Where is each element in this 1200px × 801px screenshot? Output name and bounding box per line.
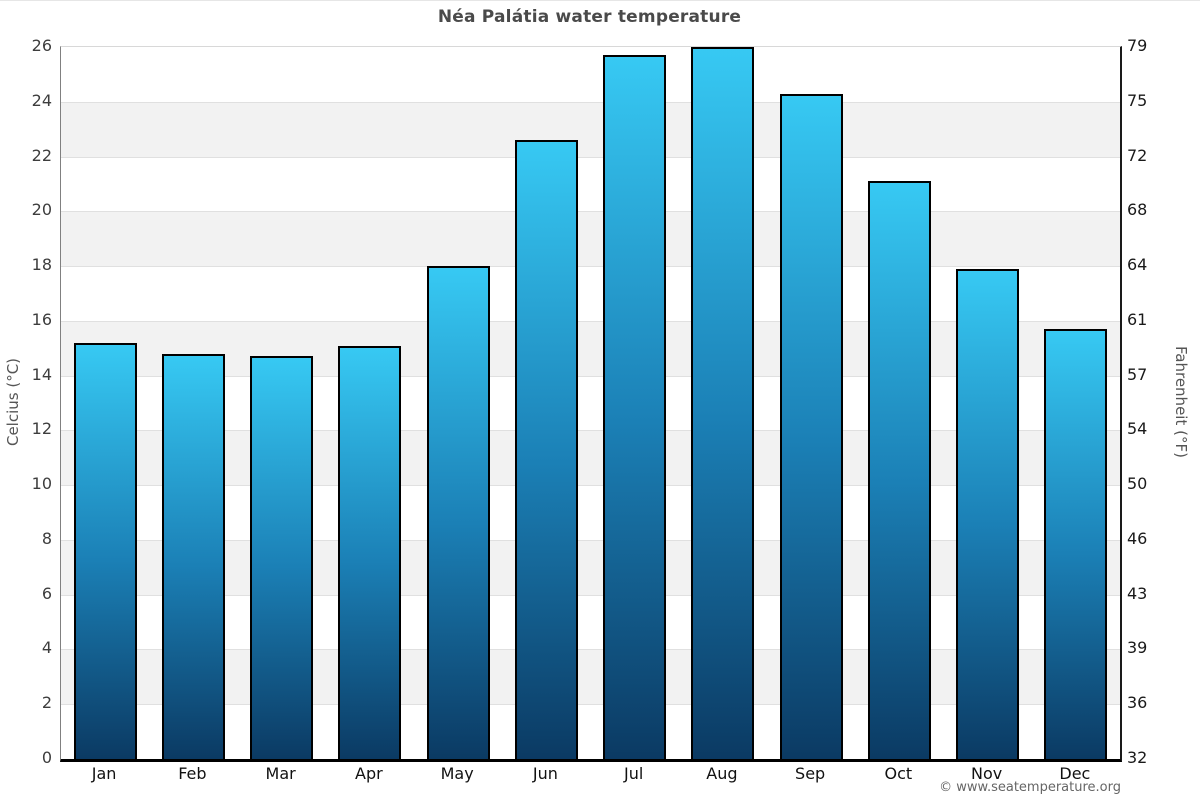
bar-jan[interactable] xyxy=(73,342,137,759)
y-axis-label-fahrenheit: 36 xyxy=(1127,693,1148,713)
y-axis-label-celsius: 20 xyxy=(31,200,52,220)
gridline xyxy=(61,540,1120,541)
y-axis-label-fahrenheit: 54 xyxy=(1127,419,1148,439)
plot-band xyxy=(61,539,1120,595)
bar-jul[interactable] xyxy=(603,55,667,759)
gridline xyxy=(61,102,1120,103)
y-axis-label-celsius: 12 xyxy=(31,419,52,439)
y-axis-label-celsius: 2 xyxy=(41,693,52,713)
bar-nov[interactable] xyxy=(956,268,1020,759)
plot-band xyxy=(61,430,1120,486)
gridline xyxy=(61,211,1120,212)
x-axis-label-jul: Jul xyxy=(623,764,644,783)
x-axis-label-may: May xyxy=(440,764,474,783)
bar-oct[interactable] xyxy=(867,181,931,759)
x-axis-label-feb: Feb xyxy=(178,764,207,783)
gridline xyxy=(61,595,1120,596)
plot-band xyxy=(61,211,1120,267)
y-axis-label-fahrenheit: 57 xyxy=(1127,364,1148,384)
x-axis-label-jun: Jun xyxy=(532,764,558,783)
y-axis-label-fahrenheit: 79 xyxy=(1127,36,1148,55)
bar-aug[interactable] xyxy=(691,47,755,759)
y-axis-label-fahrenheit: 64 xyxy=(1127,255,1148,275)
copyright-credit: © www.seatemperature.org xyxy=(939,780,1121,795)
gridline xyxy=(61,321,1120,322)
y-axis-label-fahrenheit: 68 xyxy=(1127,200,1148,220)
y-axis-label-celsius: 4 xyxy=(41,638,52,658)
y-axis-label-celsius: 6 xyxy=(41,583,52,603)
plot-band xyxy=(61,649,1120,705)
y-axis-label-fahrenheit: 32 xyxy=(1127,748,1148,767)
x-axis-label-jan: Jan xyxy=(91,764,117,783)
gridline xyxy=(61,157,1120,158)
y-axis-label-celsius: 24 xyxy=(31,90,52,110)
bar-apr[interactable] xyxy=(338,345,402,759)
y-axis-label-fahrenheit: 50 xyxy=(1127,474,1148,494)
y-axis-label-celsius: 14 xyxy=(31,364,52,384)
plot-band xyxy=(61,320,1120,376)
gridline xyxy=(61,649,1120,650)
x-axis-label-oct: Oct xyxy=(884,764,913,783)
y-axis-title-fahrenheit: Fahrenheit (°F) xyxy=(1172,346,1190,458)
x-axis-label-mar: Mar xyxy=(265,764,296,783)
y-axis-label-celsius: 26 xyxy=(31,36,52,55)
bar-may[interactable] xyxy=(426,266,490,759)
y-axis-label-celsius: 8 xyxy=(41,528,52,548)
gridline xyxy=(61,485,1120,486)
plot-area xyxy=(60,46,1122,762)
bar-dec[interactable] xyxy=(1044,329,1108,759)
plot-band xyxy=(61,101,1120,157)
bar-mar[interactable] xyxy=(250,356,314,759)
y-axis-label-fahrenheit: 61 xyxy=(1127,309,1148,329)
gridline xyxy=(61,266,1120,267)
y-axis-label-celsius: 0 xyxy=(41,748,52,767)
x-axis-label-apr: Apr xyxy=(355,764,383,783)
bar-sep[interactable] xyxy=(779,93,843,759)
y-axis-label-fahrenheit: 39 xyxy=(1127,638,1148,658)
x-axis-label-aug: Aug xyxy=(706,764,738,783)
gridline xyxy=(61,704,1120,705)
y-axis-label-fahrenheit: 43 xyxy=(1127,583,1148,603)
gridline xyxy=(61,430,1120,431)
y-axis-label-celsius: 10 xyxy=(31,474,52,494)
gridline xyxy=(61,376,1120,377)
y-axis-label-celsius: 18 xyxy=(31,255,52,275)
x-axis-label-nov: Nov xyxy=(971,764,1003,783)
x-axis-label-sep: Sep xyxy=(795,764,826,783)
x-axis-label-dec: Dec xyxy=(1059,764,1091,783)
bar-jun[interactable] xyxy=(514,140,578,759)
y-axis-label-celsius: 16 xyxy=(31,309,52,329)
y-axis-label-celsius: 22 xyxy=(31,145,52,165)
y-axis-label-fahrenheit: 46 xyxy=(1127,528,1148,548)
y-axis-label-fahrenheit: 75 xyxy=(1127,90,1148,110)
bar-feb[interactable] xyxy=(161,353,225,759)
y-axis-label-fahrenheit: 72 xyxy=(1127,145,1148,165)
chart-title: Néa Palátia water temperature xyxy=(437,7,742,27)
